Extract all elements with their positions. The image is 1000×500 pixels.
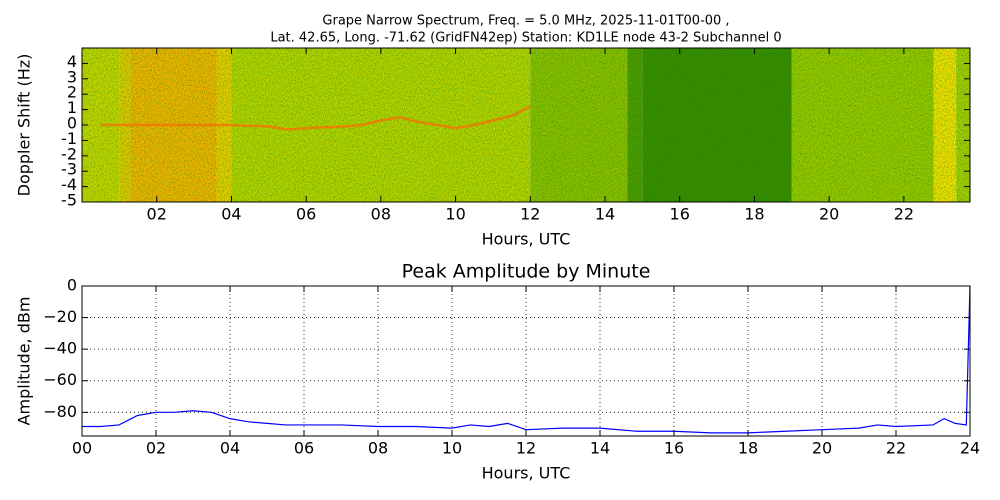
x-tick-label: 18 <box>738 439 758 458</box>
x-tick-label: 02 <box>147 205 167 224</box>
x-tick-label: 12 <box>516 439 536 458</box>
x-tick-label: 12 <box>520 205 540 224</box>
doppler-trace <box>100 105 531 131</box>
x-tick-label: 02 <box>146 439 166 458</box>
y-axis-label: Amplitude, dBm <box>15 297 34 426</box>
plot-frame <box>81 285 971 437</box>
chart-title: Peak Amplitude by Minute <box>402 261 651 283</box>
y-tick-label: −20 <box>43 307 77 326</box>
amplitude-line <box>82 285 971 434</box>
x-tick-label: 14 <box>590 439 610 458</box>
y-tick-label: −40 <box>43 339 77 358</box>
x-tick-label: 06 <box>296 205 316 224</box>
x-axis-label: Hours, UTC <box>482 230 571 249</box>
x-tick-label: 10 <box>445 205 465 224</box>
y-tick-label: 1 <box>67 98 77 117</box>
y-tick-label: -5 <box>61 191 77 210</box>
x-tick-label: 22 <box>894 205 914 224</box>
y-tick-label: 2 <box>67 83 77 102</box>
x-tick-label: 24 <box>960 439 980 458</box>
x-tick-label: 00 <box>72 439 92 458</box>
x-axis-label: Hours, UTC <box>482 464 571 483</box>
y-tick-label: -4 <box>61 175 77 194</box>
y-tick-label: 0 <box>67 276 77 295</box>
x-tick-label: 04 <box>220 439 240 458</box>
chart-subtitle: Lat. 42.65, Long. -71.62 (GridFN42ep) St… <box>270 31 781 46</box>
x-tick-label: 16 <box>670 205 690 224</box>
x-tick-label: 08 <box>368 439 388 458</box>
x-tick-label: 16 <box>664 439 684 458</box>
y-tick-label: 3 <box>67 67 77 86</box>
x-tick-label: 08 <box>371 205 391 224</box>
x-tick-label: 10 <box>442 439 462 458</box>
y-tick-label: −60 <box>43 370 77 389</box>
x-tick-label: 06 <box>294 439 314 458</box>
x-tick-label: 04 <box>221 205 241 224</box>
y-tick-label: -1 <box>61 129 77 148</box>
chart-title: Grape Narrow Spectrum, Freq. = 5.0 MHz, … <box>322 14 729 29</box>
x-tick-label: 14 <box>595 205 615 224</box>
y-tick-label: −80 <box>43 402 77 421</box>
x-tick-label: 18 <box>744 205 764 224</box>
y-tick-label: -2 <box>61 144 77 163</box>
y-tick-label: -3 <box>61 160 77 179</box>
x-tick-label: 20 <box>812 439 832 458</box>
y-tick-label: 0 <box>67 114 77 133</box>
amplitude-panel: Peak Amplitude by Minute 00 02 04 06 08 10 12 14… <box>15 261 981 483</box>
y-tick-label: 4 <box>67 52 77 71</box>
x-tick-label: 22 <box>886 439 906 458</box>
y-axis-label: Doppler Shift (Hz) <box>15 54 34 197</box>
spectrogram-panel: Grape Narrow Spectrum, Freq. = 5.0 MHz, … <box>15 14 971 249</box>
plot-frame <box>81 47 971 203</box>
x-tick-label: 20 <box>819 205 839 224</box>
